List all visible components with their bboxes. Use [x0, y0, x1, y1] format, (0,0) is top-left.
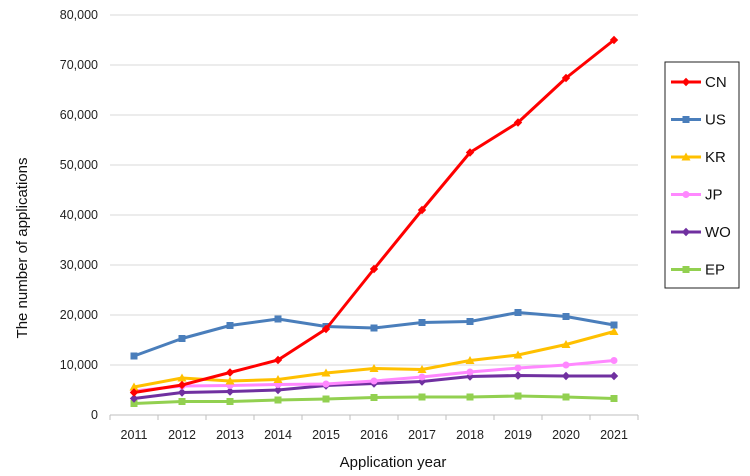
data-point-wo: [514, 371, 522, 379]
data-point-ep: [611, 395, 618, 402]
y-tick-label: 80,000: [60, 8, 98, 22]
data-point-cn: [226, 368, 234, 376]
data-point-ep: [371, 394, 378, 401]
data-point-jp: [611, 357, 618, 364]
data-point-us: [515, 309, 522, 316]
legend-label-kr: KR: [705, 149, 726, 166]
gridlines: [110, 15, 638, 365]
data-point-us: [611, 322, 618, 329]
data-point-jp: [467, 369, 474, 376]
x-tick-label: 2020: [552, 428, 580, 442]
y-tick-label: 40,000: [60, 208, 98, 222]
data-point-ep: [275, 397, 282, 404]
y-tick-label: 20,000: [60, 308, 98, 322]
data-point-ep: [179, 398, 186, 405]
series-layer: [130, 36, 619, 407]
y-tick-label: 10,000: [60, 358, 98, 372]
data-point-us: [563, 313, 570, 320]
legend-label-jp: JP: [705, 187, 723, 204]
x-tick-label: 2018: [456, 428, 484, 442]
y-tick-label: 70,000: [60, 58, 98, 72]
legend-label-wo: WO: [705, 224, 731, 241]
data-point-ep: [323, 396, 330, 403]
x-tick-label: 2014: [264, 428, 292, 442]
x-tick-label: 2013: [216, 428, 244, 442]
data-point-cn: [178, 381, 186, 389]
data-point-wo: [178, 388, 186, 396]
series-line-cn: [134, 40, 614, 393]
data-point-us: [275, 316, 282, 323]
data-point-jp: [419, 374, 426, 381]
x-tick-label: 2015: [312, 428, 340, 442]
y-tick-label: 0: [91, 408, 98, 422]
data-point-jp: [563, 362, 570, 369]
legend: CN US KR JP WO EP: [665, 62, 739, 288]
x-axis-title: Application year: [340, 454, 447, 471]
y-axis-title: The number of applications: [14, 158, 31, 339]
y-tick-labels: 0 10,000 20,000 30,000 40,000 50,000 60,000 70,…: [60, 8, 98, 422]
legend-box: [665, 62, 739, 288]
x-tick-label: 2021: [600, 428, 628, 442]
x-tick-label: 2012: [168, 428, 196, 442]
data-point-ep: [515, 393, 522, 400]
data-point-us: [227, 322, 234, 329]
data-point-ep: [467, 394, 474, 401]
data-point-ep: [563, 394, 570, 401]
x-tick-label: 2016: [360, 428, 388, 442]
data-point-jp: [323, 381, 330, 388]
data-point-us: [179, 335, 186, 342]
x-tick-labels: 2011 2012 2013 2014 2015 2016 2017 2018 2019 2020…: [121, 428, 628, 442]
data-point-us: [467, 318, 474, 325]
axes: [110, 415, 638, 420]
series-us: [131, 309, 618, 360]
data-point-us: [371, 325, 378, 332]
data-point-us: [419, 319, 426, 326]
data-point-wo: [610, 372, 618, 380]
series-cn: [130, 36, 618, 397]
y-tick-label: 60,000: [60, 108, 98, 122]
data-point-jp: [371, 378, 378, 385]
y-tick-label: 30,000: [60, 258, 98, 272]
data-point-us: [131, 353, 138, 360]
data-point-ep: [227, 398, 234, 405]
x-tick-label: 2017: [408, 428, 436, 442]
legend-marker-ep: [683, 266, 690, 273]
data-point-jp: [515, 365, 522, 372]
x-tick-label: 2019: [504, 428, 532, 442]
legend-label-ep: EP: [705, 262, 725, 279]
legend-label-cn: CN: [705, 74, 727, 91]
x-tick-label: 2011: [121, 428, 148, 442]
legend-marker-us: [683, 116, 690, 123]
series-ep: [131, 393, 618, 408]
legend-marker-jp: [683, 191, 690, 198]
y-tick-label: 50,000: [60, 158, 98, 172]
legend-label-us: US: [705, 112, 726, 129]
data-point-ep: [419, 394, 426, 401]
data-point-wo: [562, 372, 570, 380]
